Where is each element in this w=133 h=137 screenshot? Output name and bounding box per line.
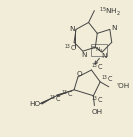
- Text: N: N: [69, 26, 75, 32]
- Text: N: N: [81, 52, 86, 58]
- Text: $^{13}$C: $^{13}$C: [91, 95, 103, 106]
- Text: HO: HO: [29, 101, 40, 107]
- Text: O: O: [77, 71, 83, 77]
- Polygon shape: [41, 96, 57, 105]
- Text: N: N: [111, 25, 116, 31]
- Bar: [92, 44, 107, 56]
- Text: 'OH: 'OH: [117, 83, 130, 89]
- Text: $^{13}$C: $^{13}$C: [61, 89, 73, 100]
- Text: N: N: [101, 53, 107, 59]
- Polygon shape: [56, 90, 74, 97]
- Text: $^{13}$C: $^{13}$C: [49, 94, 61, 105]
- Text: $^{15}$NH$_2$: $^{15}$NH$_2$: [99, 5, 121, 18]
- Text: $^{15}$N$_2$: $^{15}$N$_2$: [90, 45, 104, 55]
- Text: $^{13}$C: $^{13}$C: [64, 43, 76, 54]
- Text: $^{13}$C: $^{13}$C: [101, 73, 113, 85]
- Text: $^{13}$C: $^{13}$C: [91, 61, 103, 73]
- Text: OH: OH: [92, 109, 103, 115]
